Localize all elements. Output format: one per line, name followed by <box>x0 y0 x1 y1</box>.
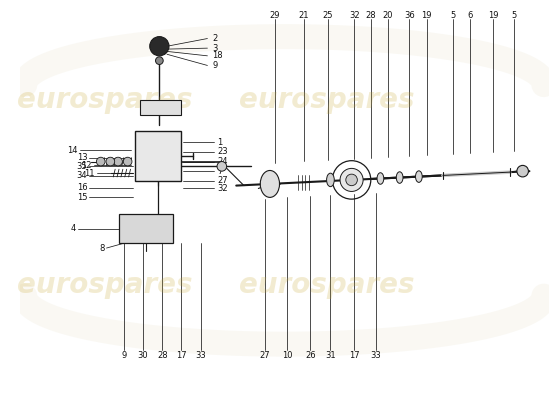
Bar <box>135 131 182 181</box>
Text: 5: 5 <box>450 11 455 20</box>
Text: 4: 4 <box>70 224 76 233</box>
Text: 24: 24 <box>217 157 228 166</box>
Text: 32: 32 <box>217 184 228 193</box>
Text: 25: 25 <box>322 11 333 20</box>
Text: 15: 15 <box>77 193 87 202</box>
Text: 8: 8 <box>99 244 104 252</box>
Circle shape <box>340 168 363 192</box>
Circle shape <box>346 174 358 186</box>
Text: 28: 28 <box>366 11 376 20</box>
Text: 20: 20 <box>383 11 393 20</box>
Circle shape <box>156 57 163 64</box>
Circle shape <box>123 157 132 166</box>
Text: 31: 31 <box>325 351 336 360</box>
Text: 1: 1 <box>217 138 222 147</box>
Circle shape <box>150 37 169 56</box>
Text: 11: 11 <box>85 168 95 178</box>
Text: 27: 27 <box>217 176 228 185</box>
Text: 18: 18 <box>212 51 223 60</box>
Ellipse shape <box>397 172 403 183</box>
Circle shape <box>96 157 105 166</box>
Text: 36: 36 <box>404 11 415 20</box>
Text: 19: 19 <box>488 11 498 20</box>
Ellipse shape <box>377 173 384 184</box>
Text: 17: 17 <box>349 351 360 360</box>
Text: 26: 26 <box>305 351 316 360</box>
Text: 9: 9 <box>212 61 217 70</box>
Text: 9: 9 <box>121 351 126 360</box>
Text: eurospares: eurospares <box>239 86 414 114</box>
Text: 10: 10 <box>282 351 293 360</box>
Text: 2: 2 <box>212 34 217 43</box>
Text: 34: 34 <box>76 172 87 180</box>
Ellipse shape <box>260 170 279 197</box>
Text: 16: 16 <box>76 183 87 192</box>
Text: eurospares: eurospares <box>239 270 414 298</box>
Text: 32: 32 <box>349 11 360 20</box>
Ellipse shape <box>415 171 422 182</box>
Text: eurospares: eurospares <box>17 86 192 114</box>
Text: 19: 19 <box>421 11 432 20</box>
Bar <box>119 214 173 243</box>
Circle shape <box>106 157 114 166</box>
Text: 5: 5 <box>512 11 516 20</box>
Text: 33: 33 <box>370 351 381 360</box>
Circle shape <box>217 162 227 171</box>
Text: 29: 29 <box>270 11 280 20</box>
Circle shape <box>114 157 122 166</box>
Text: 7: 7 <box>217 167 222 176</box>
Circle shape <box>517 165 529 177</box>
Text: 33: 33 <box>195 351 206 360</box>
Text: 14: 14 <box>67 146 78 154</box>
Text: 6: 6 <box>467 11 472 20</box>
Text: 17: 17 <box>176 351 187 360</box>
Bar <box>140 100 180 116</box>
Text: eurospares: eurospares <box>17 270 192 298</box>
Ellipse shape <box>327 173 334 187</box>
Text: 21: 21 <box>298 11 309 20</box>
Text: 23: 23 <box>217 148 228 156</box>
Text: 30: 30 <box>138 351 148 360</box>
Text: 13: 13 <box>76 153 87 162</box>
Text: 28: 28 <box>157 351 168 360</box>
Text: 35: 35 <box>76 162 87 171</box>
Text: 3: 3 <box>212 44 218 53</box>
Text: 27: 27 <box>260 351 271 360</box>
Text: 12: 12 <box>81 161 92 170</box>
